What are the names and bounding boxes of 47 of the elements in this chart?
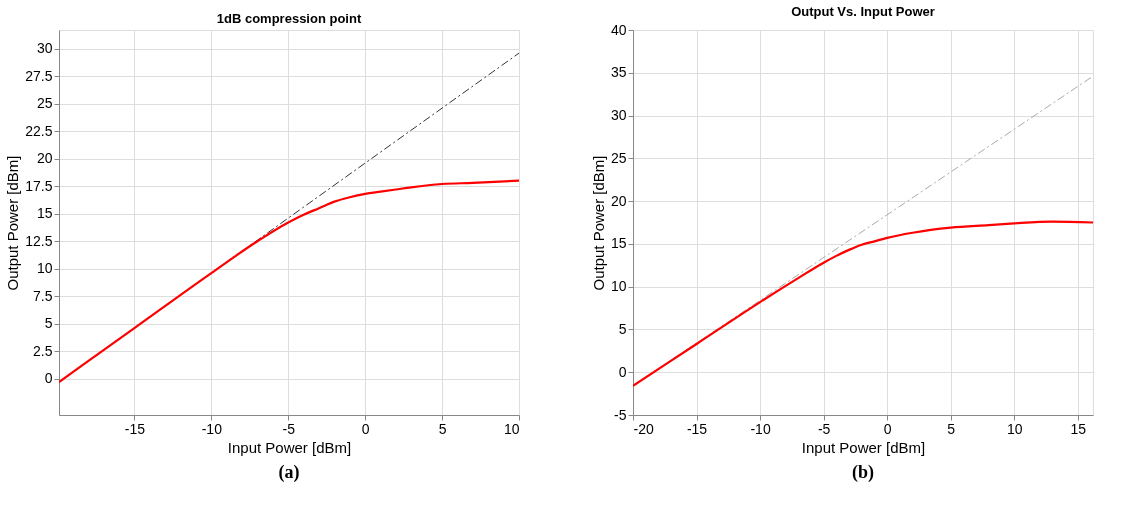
x-tick-label: 0 <box>361 420 370 437</box>
y-tick-label: 7.5 <box>33 287 53 304</box>
x-axis-title: Input Power [dBm] <box>801 438 926 456</box>
y-axis-title: Output Power [dBm] <box>4 155 22 291</box>
y-tick-label: 5 <box>44 315 53 332</box>
x-tick-label: -5 <box>282 420 296 437</box>
text: (a) <box>278 462 300 483</box>
chart-title: 1dB compression point <box>216 11 362 26</box>
chart-title: Output Vs. Input Power <box>791 4 935 19</box>
x-tick-label: 0 <box>883 420 892 437</box>
y-tick-label: 10 <box>36 260 53 277</box>
y-tick-label: 15 <box>36 205 53 222</box>
y-tick-label: 20 <box>610 192 627 209</box>
y-tick-label: 2.5 <box>33 342 53 359</box>
y-tick-label: 15 <box>610 235 627 252</box>
y-tick-label: 25 <box>36 95 53 112</box>
y-tick-label: 17.5 <box>25 177 53 194</box>
x-tick-label: -20 <box>633 420 654 437</box>
y-tick-label: 30 <box>610 107 627 124</box>
x-tick-label: -10 <box>201 420 223 437</box>
x-tick-label: -5 <box>817 420 831 437</box>
x-tick-label: 15 <box>1070 420 1087 437</box>
y-axis-title: Output Power [dBm] <box>589 155 607 291</box>
y-tick-label: 40 <box>610 21 627 38</box>
text: (b) <box>852 462 874 483</box>
y-tick-label: 12.5 <box>25 232 53 249</box>
x-axis-title: Input Power [dBm] <box>227 438 352 456</box>
y-tick-label: -5 <box>614 406 627 423</box>
x-tick-label: -15 <box>124 420 146 437</box>
line-series <box>633 220 1093 388</box>
y-tick-label: 0 <box>44 370 53 387</box>
x-tick-label: -15 <box>686 420 708 437</box>
y-tick-label: 20 <box>36 150 53 167</box>
y-tick-label: 5 <box>618 320 627 337</box>
y-tick-label: 22.5 <box>25 122 53 139</box>
x-tick-label: 10 <box>1006 420 1023 437</box>
line-series <box>59 179 519 384</box>
y-tick-label: 30 <box>36 40 53 57</box>
x-tick-label: 5 <box>438 420 447 437</box>
y-tick-label: 35 <box>610 64 627 81</box>
x-tick-label: -10 <box>750 420 771 437</box>
y-tick-label: 25 <box>610 149 627 166</box>
y-tick-label: 0 <box>618 363 627 380</box>
x-tick-label: 10 <box>503 420 520 437</box>
x-tick-label: 5 <box>947 420 956 437</box>
y-tick-label: 10 <box>610 278 627 295</box>
y-tick-label: 27.5 <box>25 67 53 84</box>
